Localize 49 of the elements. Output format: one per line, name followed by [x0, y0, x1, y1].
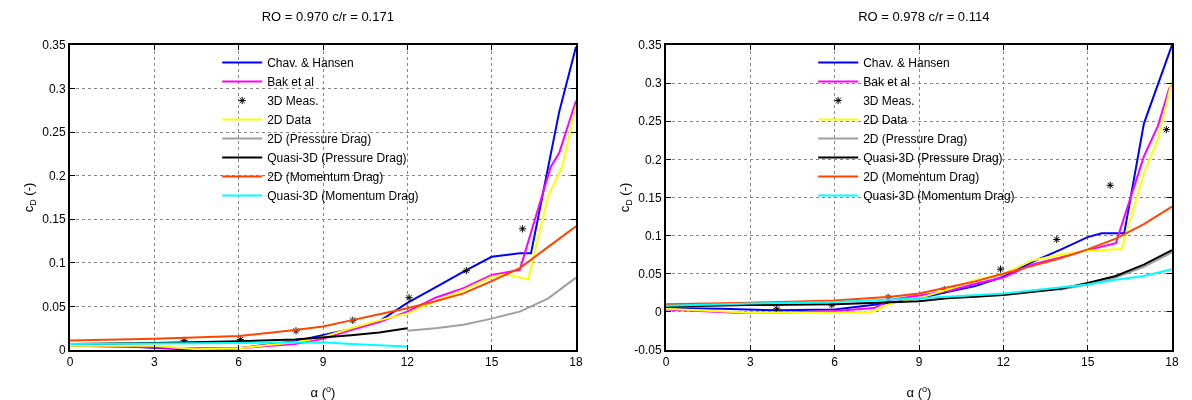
y-tick-label: 0.1 [644, 228, 662, 243]
y-tick-label: 0.15 [42, 212, 66, 227]
y-tick-label: 0.3 [48, 81, 66, 96]
y-tick-label: 0.25 [42, 125, 66, 140]
legend-label: 3D Meas. [863, 94, 915, 109]
legend-label: Chav. & Hansen [863, 56, 950, 71]
x-tick-label: 3 [150, 355, 158, 370]
legend-label: 2D (Pressure Drag) [863, 132, 968, 147]
x-tick-label: 6 [831, 355, 839, 370]
y-tick-label: 0.15 [638, 190, 662, 205]
x-tick-label: 15 [1080, 355, 1095, 370]
y-tick-label: 0 [654, 305, 662, 320]
x-tick-label: 9 [915, 355, 923, 370]
y-tick-label: 0.05 [638, 266, 662, 281]
x-tick-label: 18 [1165, 355, 1179, 370]
x-tick-label: 6 [235, 355, 243, 370]
legend-label: Bak et al [863, 75, 910, 90]
x-tick-label: 18 [569, 355, 583, 370]
y-tick-label: 0 [58, 343, 66, 358]
legend-label: Quasi-3D (Momentum Drag) [267, 189, 419, 204]
legend-label: 2D Data [863, 113, 908, 128]
y-tick-label: -0.05 [634, 343, 662, 358]
legend-label: 2D (Momentum Drag) [863, 170, 980, 185]
x-tick-label: 12 [996, 355, 1011, 370]
chart-title: RO = 0.978 c/r = 0.114 [858, 9, 990, 25]
legend-label: 2D (Pressure Drag) [267, 132, 372, 147]
y-tick-label: 0.1 [48, 256, 66, 271]
y-tick-label: 0.3 [644, 76, 662, 91]
y-tick-label: 0.2 [48, 168, 66, 183]
y-tick-label: 0.2 [644, 152, 662, 167]
y-tick-label: 0.35 [42, 38, 66, 53]
legend-label: Chav. & Hansen [267, 56, 354, 71]
legend-label: 2D (Momentum Drag) [267, 170, 384, 185]
x-tick-label: 9 [319, 355, 327, 370]
legend-label: Quasi-3D (Pressure Drag) [863, 151, 1003, 166]
legend-label: Quasi-3D (Momentum Drag) [863, 189, 1015, 204]
x-axis-title: α ($^{o}$) [906, 383, 932, 400]
x-tick-label: 12 [400, 355, 415, 370]
x-tick-label: 15 [484, 355, 499, 370]
y-tick-label: 0.35 [638, 38, 662, 53]
legend-label: Quasi-3D (Pressure Drag) [267, 151, 407, 166]
y-tick-label: 0.05 [42, 299, 66, 314]
x-axis-title: α ($^{o}$) [310, 383, 336, 400]
legend-label: Bak et al [267, 75, 314, 90]
legend-label: 2D Data [267, 113, 312, 128]
y-tick-label: 0.25 [638, 114, 662, 129]
chart-title: RO = 0.970 c/r = 0.171 [261, 9, 394, 25]
x-tick-label: 3 [746, 355, 754, 370]
legend-label: 3D Meas. [267, 94, 319, 109]
